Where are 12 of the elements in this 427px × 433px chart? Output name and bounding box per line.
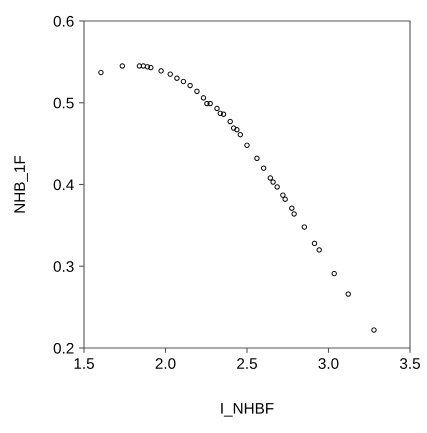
x-tick-label: 3.5 <box>400 358 420 369</box>
x-tick-label: 1.5 <box>74 358 94 369</box>
x-axis-title: I_NHBF <box>221 403 274 417</box>
x-tick-label: 3.0 <box>318 358 339 369</box>
y-axis-title: NHB_1F <box>14 156 28 213</box>
y-tick-label: 0.3 <box>54 261 74 272</box>
y-tick-label: 0.4 <box>54 179 74 190</box>
y-tick-label: 0.5 <box>54 98 74 108</box>
x-tick-label: 2.5 <box>237 358 257 369</box>
x-tick-label: 2.0 <box>156 358 176 369</box>
y-tick-label: 0.2 <box>54 342 74 354</box>
y-tick-label: 0.6 <box>54 16 74 27</box>
